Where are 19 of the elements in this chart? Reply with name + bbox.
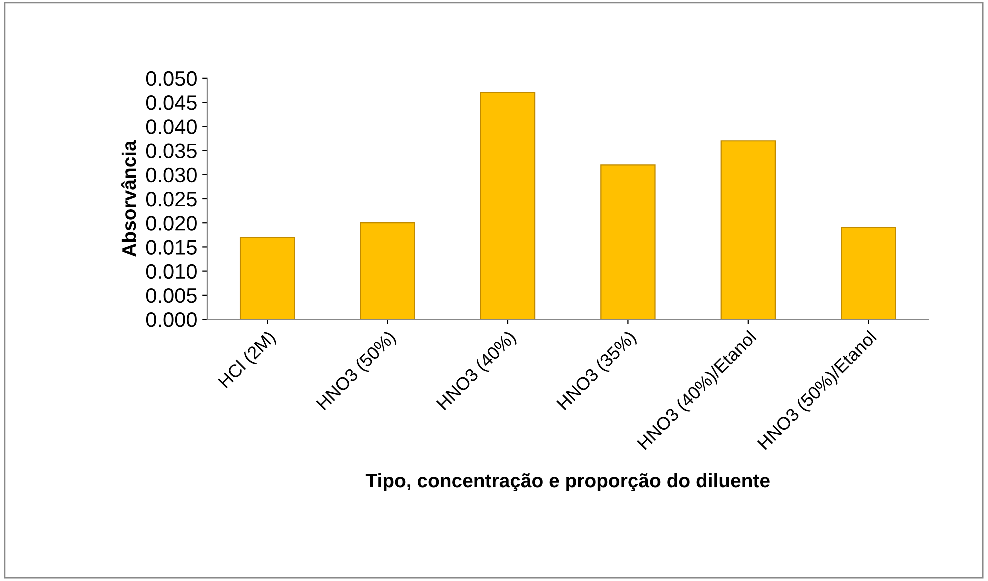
y-tick-label: 0.010 [146,264,197,280]
bar [240,237,296,320]
y-tick-label: 0.040 [146,120,197,134]
y-tick-label: 0.035 [146,144,197,159]
x-axis-title: Tipo, concentração e proporção do diluente [366,473,770,492]
bar [360,222,416,320]
y-tick-label: 0.020 [146,216,197,231]
y-tick-label: 0.015 [146,240,197,255]
y-tick-label: 0.030 [146,168,197,183]
bar [600,164,656,320]
y-tick-label: 0.025 [146,192,197,207]
bar [841,227,896,320]
bar [720,140,776,320]
y-axis-title: Absorvância [122,140,136,257]
y-tick-label: 0.050 [146,71,197,86]
y-tick-label: 0.000 [146,312,197,328]
bar [480,92,536,320]
y-tick-label: 0.045 [146,96,197,110]
y-tick-label: 0.005 [146,288,197,304]
